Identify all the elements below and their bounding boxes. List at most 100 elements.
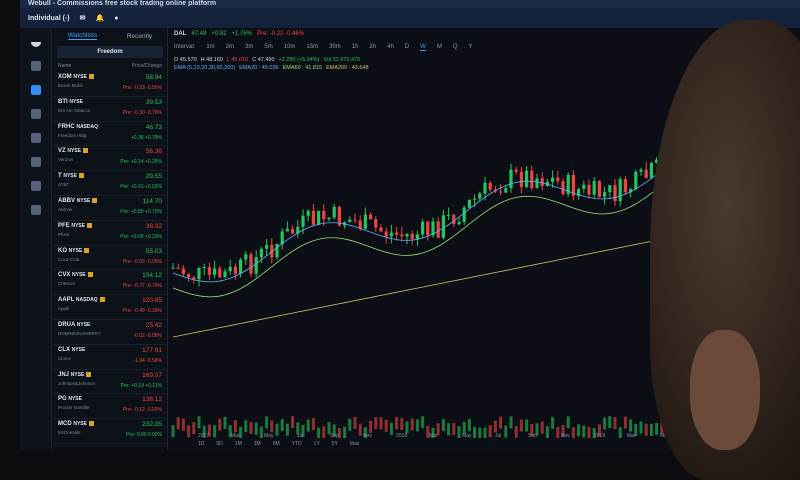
interval-10m[interactable]: 10m	[283, 44, 296, 50]
mail-icon[interactable]: ✉	[79, 15, 86, 22]
tab-watchlists[interactable]: Watchlists	[67, 32, 98, 40]
chart-icon[interactable]	[30, 85, 41, 95]
range-Max[interactable]: Max	[349, 441, 360, 447]
interval-5m[interactable]: 5m	[264, 44, 273, 50]
volume-bar	[426, 425, 430, 438]
time-tick: 2018	[396, 433, 408, 439]
range-1Y[interactable]: 1Y	[313, 441, 320, 447]
candlestick-chart[interactable]	[168, 88, 728, 438]
candle	[421, 221, 425, 235]
account-selector[interactable]: Individual (-)	[28, 14, 70, 22]
open: O 45.570	[174, 57, 197, 63]
volume-bar	[353, 416, 357, 429]
candle	[317, 210, 321, 225]
volume-bar	[592, 427, 596, 438]
ticker: MCD NYSE	[58, 421, 162, 427]
pre-market: Pre: -0.22 -0.46%	[257, 31, 305, 37]
volume-bar	[577, 424, 581, 437]
low: L 45.010	[226, 57, 249, 63]
price-change: Pre: +0.80 +0.70%	[120, 208, 162, 215]
candle	[244, 254, 248, 260]
range-1M[interactable]: 1M	[234, 441, 242, 447]
volume-bar	[571, 427, 575, 438]
interval-1h[interactable]: 1h	[351, 44, 359, 50]
watchlist-row[interactable]: VZ NYSE Verizon 56.36 Pre: +0.14 +0.25%	[53, 146, 167, 172]
interval-W[interactable]: W	[420, 44, 426, 51]
interval-1m[interactable]: 1m	[206, 44, 215, 50]
drop-icon[interactable]: ●	[114, 14, 119, 22]
globe-icon[interactable]	[30, 109, 41, 119]
volume-bar	[374, 417, 378, 430]
interval-15m[interactable]: 15m	[306, 44, 319, 50]
ticker-symbol: CLX	[58, 346, 70, 353]
trade-icon[interactable]	[30, 157, 41, 167]
badge-icon	[87, 272, 93, 278]
watchlist-row[interactable]: T NYSE AT&T 29.55 Pre: +0.01 +0.03%	[53, 171, 167, 196]
range-5Y[interactable]: 5Y	[331, 441, 338, 447]
interval-D[interactable]: D	[404, 44, 410, 50]
candle	[629, 189, 633, 193]
candle	[285, 228, 289, 232]
volume-bar	[322, 426, 326, 438]
exchange: NYSE	[63, 173, 77, 180]
watchlist-row[interactable]: XOM NYSE Exxon Mobil 58.94 Pre: -0.33 -0…	[53, 72, 167, 97]
watchlist-row[interactable]: CLX NYSE Clorox 177.61 -1.04 -0.58%	[53, 345, 167, 370]
range-6M[interactable]: 6M	[272, 441, 280, 447]
watchlist-row[interactable]: FRHC NASDAQ Freedom Hldg 46.73 +0.36 +0.…	[53, 122, 167, 147]
watchlist-row[interactable]: PFE NYSE Pfizer 38.92 Pre: +0.09 +0.23%	[53, 221, 167, 246]
col-price[interactable]: Price/Change	[131, 63, 162, 69]
tab-recently[interactable]: Recently	[126, 32, 153, 40]
watchlist-row[interactable]: AAPL NASDAQ Apple 120.85 Pre: -0.49 -0.3…	[53, 295, 167, 320]
candle	[228, 266, 232, 272]
chat-icon[interactable]	[30, 133, 41, 143]
watchlist-dropdown[interactable]: Freedom	[57, 46, 163, 58]
interval-2m[interactable]: 2m	[225, 44, 235, 50]
interval-2h[interactable]: 2h	[369, 44, 377, 50]
interval-30m[interactable]: 30m	[329, 44, 341, 50]
watchlist-row[interactable]: JNJ NYSE Johnson&Johnson 169.07 Pre: +0.…	[53, 370, 167, 395]
candle	[415, 234, 419, 239]
more-icon[interactable]	[30, 205, 41, 215]
candle	[509, 169, 513, 189]
watchlist-row[interactable]: BTI NYSE Brit Am Tobacco 39.53 Pre: -0.3…	[53, 97, 167, 122]
watchlist-icon[interactable]	[30, 61, 41, 71]
interval-Y[interactable]: Y	[468, 44, 473, 50]
col-name[interactable]: Name	[58, 63, 72, 69]
range-YTD[interactable]: YTD	[291, 441, 302, 447]
time-tick: May	[264, 433, 274, 439]
wallet-icon[interactable]	[30, 181, 41, 191]
badge-icon	[86, 222, 92, 228]
watchlist-row[interactable]: KO NYSE Coca-Cola 55.03 Pre: -0.03 -0.05…	[53, 246, 167, 271]
volume-bar	[478, 427, 482, 438]
range-3M[interactable]: 3M	[253, 441, 261, 447]
company-name: Johnson&Johnson	[58, 380, 96, 386]
candle	[587, 184, 591, 195]
price-change: +0.36 +0.79%	[130, 134, 162, 141]
candle	[525, 170, 529, 188]
watchlist-row[interactable]: MCD NYSE McDonalds 232.35 Pre: 0.00 0.00…	[53, 419, 167, 444]
last-price: 114.70	[142, 197, 162, 205]
ticker: CVX NYSE	[58, 272, 162, 278]
ticker-symbol: JNJ	[58, 371, 70, 378]
watchlist-row[interactable]: PG NYSE Procter Gamble 138.12 Pre: -0.12…	[53, 394, 167, 420]
interval-M[interactable]: M	[436, 44, 442, 50]
interval-Q[interactable]: Q	[452, 44, 458, 50]
last-price: 56.36	[145, 148, 162, 156]
volume-bar	[415, 419, 419, 432]
bell-icon[interactable]: 🔔	[95, 15, 105, 22]
watchlist-row[interactable]: DRUA NYSE DOMINION ENERGY 25.42 -0.02 -0…	[53, 320, 167, 345]
watchlist-row[interactable]: CVX NYSE Chevron 104.12 Pre: -0.77 -0.74…	[53, 270, 167, 296]
volume-bar	[311, 418, 315, 431]
volume-bar	[171, 425, 175, 438]
volume-bar	[296, 422, 300, 435]
interval-4h[interactable]: 4h	[387, 44, 394, 50]
last-price: 169.07	[142, 371, 162, 379]
interval-3m[interactable]: 3m	[245, 44, 254, 50]
exchange: NASDAQ	[76, 123, 99, 130]
candle	[649, 162, 653, 178]
watchlist-row[interactable]: ABBV NYSE AbbVie 114.70 Pre: +0.80 +0.70…	[53, 196, 167, 221]
range-5D[interactable]: 5D	[216, 441, 223, 447]
range-1D[interactable]: 1D	[198, 441, 205, 447]
ema-label[interactable]: EMA (5,10,20,30,60,200)	[174, 65, 236, 71]
badge-icon	[84, 247, 90, 253]
